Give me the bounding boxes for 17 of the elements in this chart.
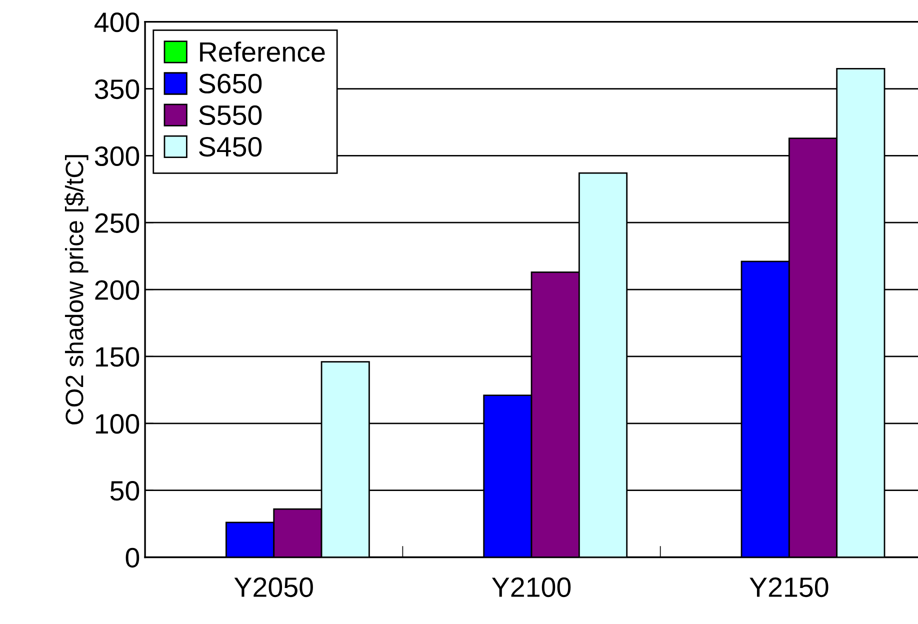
legend-label: Reference	[200, 41, 325, 62]
y-axis-title: CO2 shadow price [$/tC]	[64, 155, 88, 424]
y-tick-label: 300	[94, 146, 140, 166]
legend-label: S550	[199, 105, 262, 126]
y-tick-label: 250	[95, 213, 140, 233]
y-tick-label: 400	[94, 12, 140, 32]
y-tick-label: 0	[126, 548, 140, 568]
y-tick-label: 100	[96, 414, 140, 434]
y-tick-label: 150	[96, 347, 140, 367]
x-tick-label: Y2150	[750, 577, 828, 598]
x-tick-label: Y2100	[492, 577, 571, 598]
y-tick-label: 350	[94, 79, 140, 100]
legend-label: S650	[199, 74, 262, 94]
legend-label: S450	[199, 136, 262, 157]
y-tick-label: 200	[95, 280, 140, 300]
y-tick-label: 50	[110, 480, 140, 501]
x-tick-label: Y2050	[234, 577, 313, 598]
